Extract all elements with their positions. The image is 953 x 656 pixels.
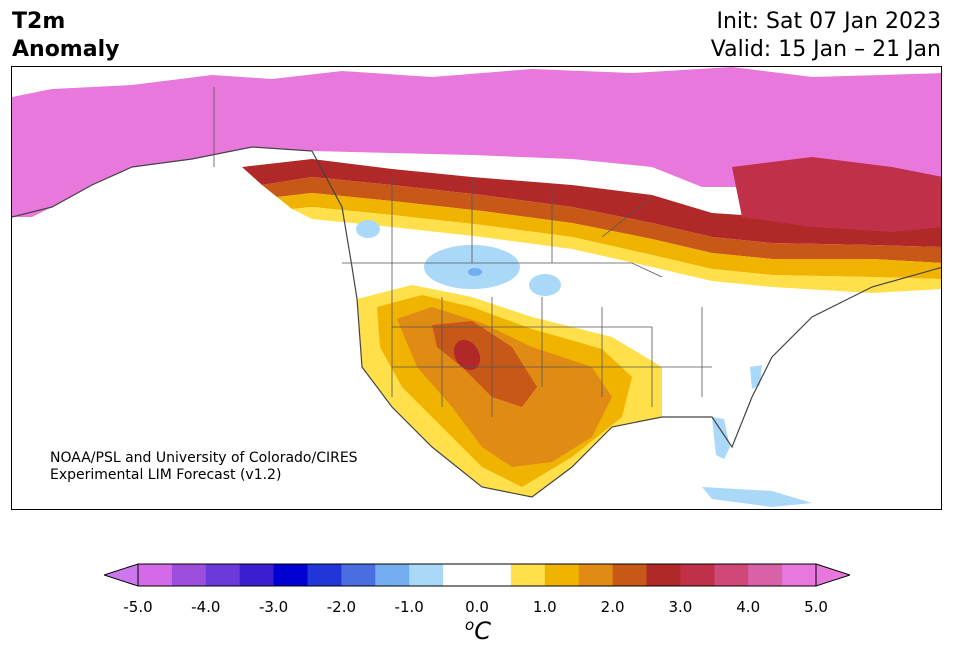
colorbar-tick-label: -1.0 (394, 598, 424, 616)
colorbar-cell (782, 564, 817, 586)
canada-alaska-warm-region (12, 67, 941, 217)
credit-line-2: Experimental LIM Forecast (v1.2) (50, 467, 282, 483)
colorbar-cell (578, 564, 614, 586)
colorbar (104, 563, 850, 587)
colorbar-cell (341, 564, 376, 586)
degree-symbol: o (465, 616, 475, 634)
colorbar-unit: oC (465, 616, 491, 645)
title-line-2: Anomaly (12, 37, 120, 62)
colorbar-cell (612, 564, 647, 586)
colorbar-cell (680, 564, 715, 586)
map-canvas (12, 67, 941, 507)
colorbar-cell (307, 564, 342, 586)
cuba-cool (702, 487, 812, 507)
cold-anomaly-plains (424, 245, 520, 289)
colorbar-frame (137, 563, 817, 587)
colorbar-tick-label: -5.0 (123, 598, 153, 616)
colorbar-cell (477, 564, 512, 586)
colorbar-cell (205, 564, 241, 586)
coastlines (12, 146, 941, 498)
colorbar-tick-label: 5.0 (804, 598, 828, 616)
colorbar-cell (409, 564, 444, 586)
colorbar-cell (138, 564, 173, 586)
colorbar-cell (171, 564, 207, 586)
colorbar-tick-label: -2.0 (326, 598, 357, 616)
anomaly-map: NOAA/PSL and University of Colorado/CIRE… (11, 66, 942, 510)
eastern-canada-warm (732, 157, 941, 232)
cold-anomaly-bc (356, 220, 380, 238)
unit-letter: C (474, 617, 491, 645)
political-borders (213, 87, 712, 417)
init-date: Init: Sat 07 Jan 2023 (716, 9, 941, 34)
colorbar-cell (544, 564, 580, 586)
cold-anomaly-core (468, 268, 482, 276)
colorbar-cell (646, 564, 681, 586)
colorbar-cell (748, 564, 783, 586)
colorbar-tick-label: 3.0 (668, 598, 693, 616)
se-coast-cool (750, 365, 762, 389)
warm-band-3c (242, 159, 941, 247)
colorbar-tick-label: 1.0 (532, 598, 557, 616)
forecast-dates: Init: Sat 07 Jan 2023 Valid: 15 Jan – 21… (711, 8, 941, 64)
colorbar-cell (239, 564, 275, 586)
warm-band-05c (292, 207, 941, 293)
valid-range: Valid: 15 Jan – 21 Jan (710, 37, 941, 62)
colorbar-tick-label: 4.0 (736, 598, 761, 616)
cold-anomaly-dakota (529, 274, 561, 296)
colorbar-tick-label: -4.0 (191, 598, 221, 616)
colorbar-tick-label: 2.0 (600, 598, 625, 616)
florida-cool (712, 417, 730, 459)
colorbar-cell (510, 564, 546, 586)
colorbar-tick-label: 0.0 (465, 598, 489, 616)
credit-text: NOAA/PSL and University of Colorado/CIRE… (50, 450, 358, 484)
colorbar-cells (138, 564, 817, 586)
map-title: T2m Anomaly (12, 8, 119, 64)
colorbar-cell (443, 564, 478, 586)
colorbar-tick-label: -3.0 (258, 598, 289, 616)
colorbar-cell (375, 564, 410, 586)
colorbar-over-arrow (815, 563, 850, 587)
warm-band-1c (277, 193, 941, 279)
warm-band-2c (262, 177, 941, 263)
colorbar-cell (714, 564, 749, 586)
colorbar-cell (273, 564, 308, 586)
colorbar-under-arrow (104, 563, 139, 587)
credit-line-1: NOAA/PSL and University of Colorado/CIRE… (50, 450, 358, 466)
title-line-1: T2m (12, 9, 66, 34)
four-corners-warm-core (453, 339, 481, 371)
